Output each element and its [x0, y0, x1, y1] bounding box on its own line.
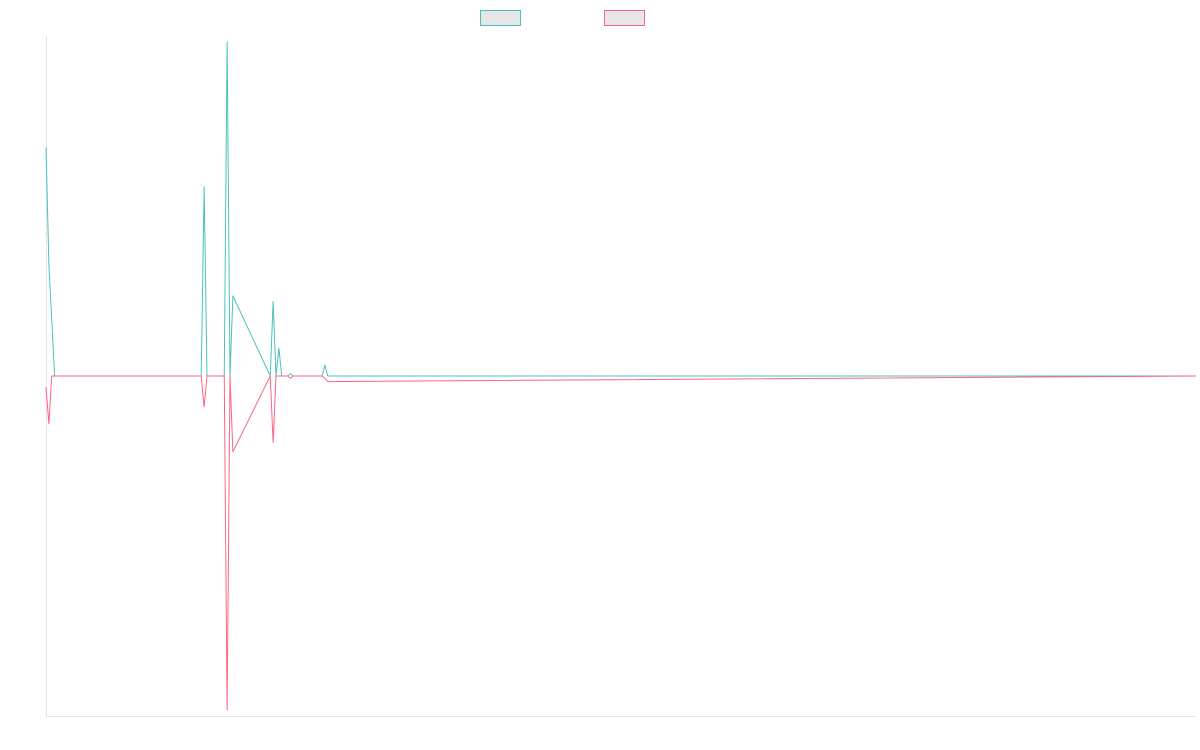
- series-layer: [45, 41, 1197, 711]
- series-line-1: [45, 41, 1196, 377]
- legend-swatch-1[interactable]: [480, 10, 521, 26]
- series-line-2: [45, 375, 1197, 711]
- legend[interactable]: [480, 10, 645, 26]
- legend-swatch-2[interactable]: [604, 10, 645, 26]
